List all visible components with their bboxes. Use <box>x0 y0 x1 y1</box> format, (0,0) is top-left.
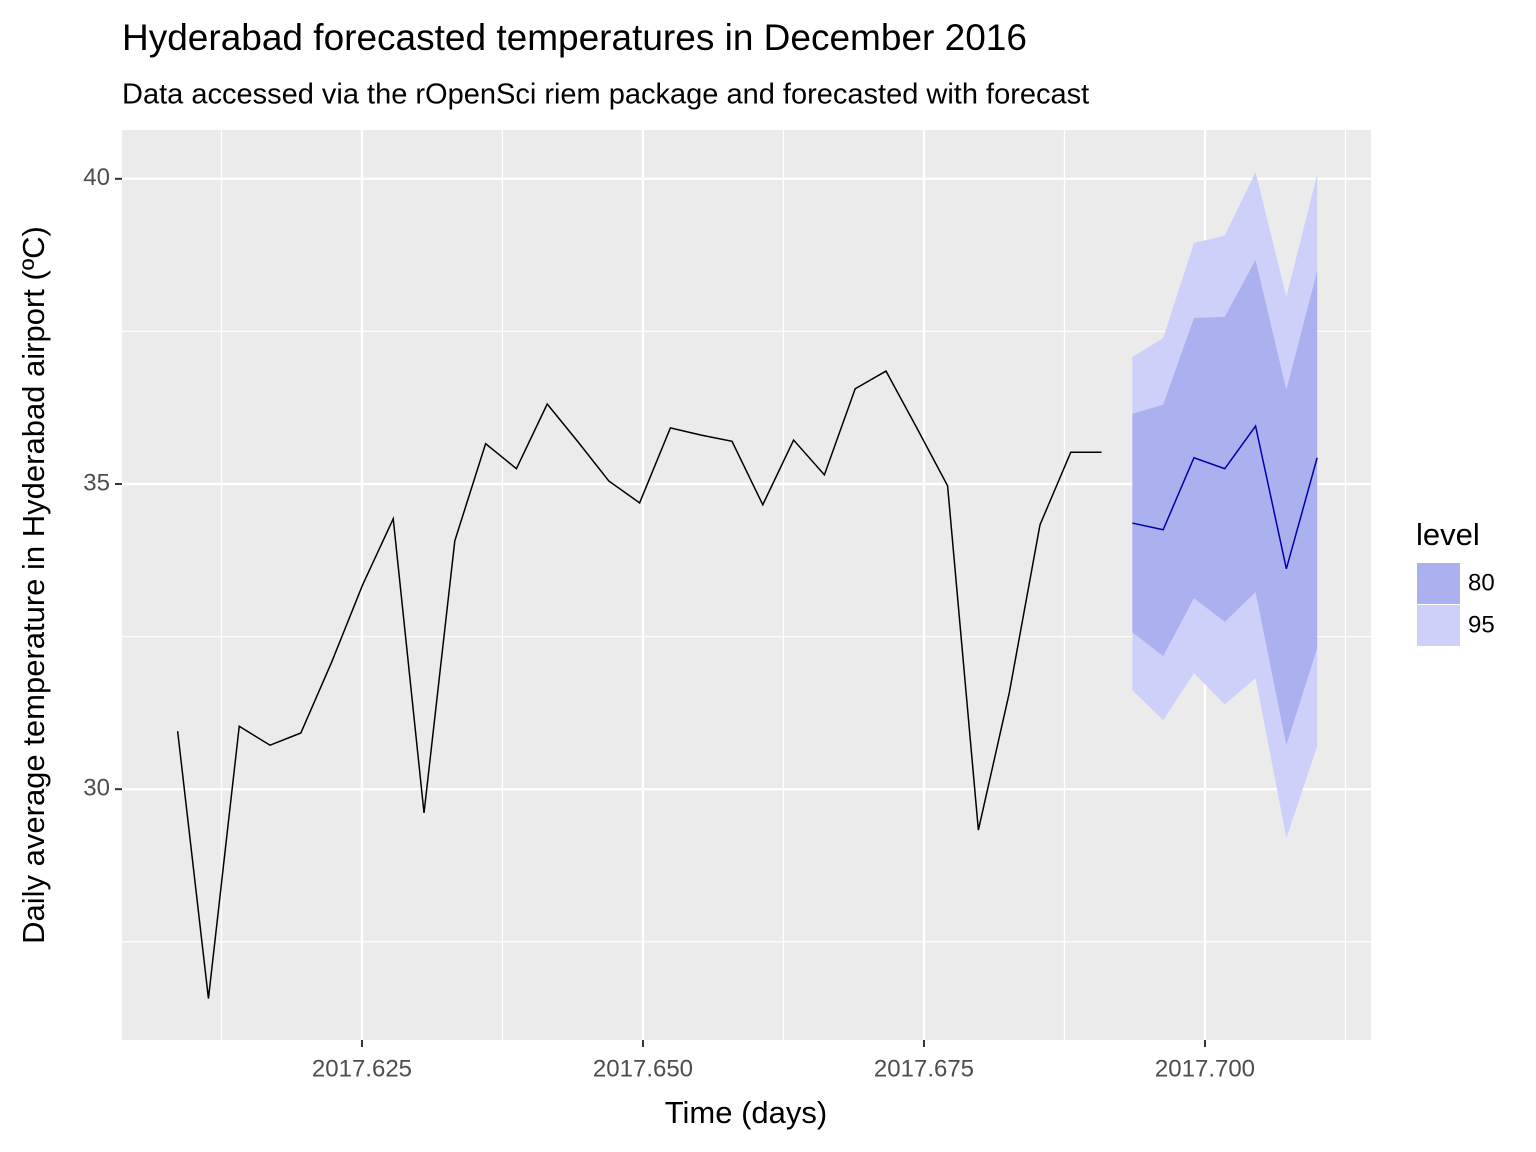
legend-key <box>1417 563 1460 604</box>
forecast-line <box>1132 424 1318 570</box>
y-tick-label: 40 <box>83 164 110 191</box>
legend-key <box>1417 605 1460 646</box>
legend-label: 95 <box>1468 611 1495 638</box>
x-tick-label: 2017.675 <box>874 1055 974 1082</box>
x-tick-label: 2017.625 <box>312 1055 412 1082</box>
x-tick-label: 2017.650 <box>593 1055 693 1082</box>
legend-label: 80 <box>1468 569 1495 596</box>
x-axis-label: Time (days) <box>665 1095 827 1130</box>
chart-subtitle: Data accessed via the rOpenSci riem pack… <box>122 79 1089 111</box>
forecast-band <box>1132 260 1318 746</box>
y-tick-label: 35 <box>83 469 110 496</box>
observed-line <box>176 370 1102 999</box>
x-tick-label: 2017.700 <box>1155 1055 1255 1082</box>
chart-title: Hyderabad forecasted temperatures in Dec… <box>122 17 1027 58</box>
y-axis-label: Daily average temperature in Hyderabad a… <box>16 226 51 944</box>
y-tick-label: 30 <box>83 774 110 801</box>
legend-title: level <box>1416 517 1480 552</box>
